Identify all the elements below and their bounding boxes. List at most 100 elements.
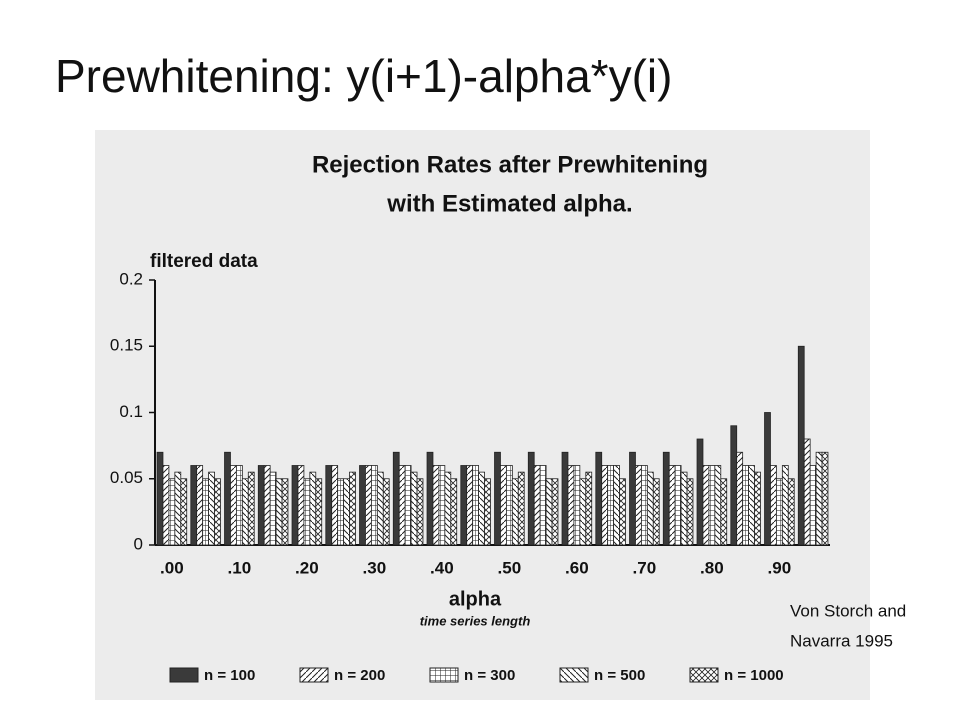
bar xyxy=(561,451,569,546)
x-tick-label: .80 xyxy=(700,558,724,577)
bar xyxy=(635,465,642,546)
x-tick-label: .30 xyxy=(363,558,387,577)
bar xyxy=(359,465,366,546)
bar xyxy=(196,465,204,546)
bar xyxy=(686,478,694,546)
x-tick-label: .50 xyxy=(498,558,522,577)
bar xyxy=(257,465,265,546)
bar xyxy=(641,465,648,546)
legend-title: time series length xyxy=(420,613,531,628)
bar xyxy=(416,478,424,546)
x-axis-label: alpha xyxy=(449,588,502,610)
bar xyxy=(815,451,823,546)
bar xyxy=(472,465,479,546)
bar xyxy=(376,471,384,546)
bar xyxy=(494,451,501,546)
y-tick-label: 0.15 xyxy=(110,336,143,355)
legend-label: n = 100 xyxy=(204,667,255,684)
bar xyxy=(662,451,670,546)
bar xyxy=(809,465,817,546)
bar xyxy=(533,465,541,546)
bar xyxy=(309,471,317,546)
legend-swatch xyxy=(429,667,459,683)
x-tick-label: .20 xyxy=(295,558,319,577)
bar xyxy=(607,465,614,546)
bar xyxy=(527,451,535,546)
bar xyxy=(702,465,710,546)
slide-title: Prewhitening: y(i+1)-alpha*y(i) xyxy=(55,50,672,102)
bar xyxy=(398,465,406,546)
bar xyxy=(438,465,446,546)
bar xyxy=(331,465,339,546)
bar xyxy=(230,465,237,546)
bar xyxy=(168,478,176,546)
bar xyxy=(426,451,434,546)
bar xyxy=(652,478,660,546)
x-tick-label: .40 xyxy=(430,558,454,577)
bar xyxy=(708,465,716,546)
chart-title: Rejection Rates after Prewhitening xyxy=(312,151,708,178)
bar xyxy=(720,478,728,546)
legend-label: n = 1000 xyxy=(724,667,784,684)
bar xyxy=(156,451,164,546)
y-tick-label: 0.1 xyxy=(119,402,143,421)
y-tick-label: 0 xyxy=(134,534,143,553)
bar xyxy=(325,465,333,546)
bar xyxy=(432,465,440,546)
bar xyxy=(517,471,525,546)
bar xyxy=(410,471,418,546)
bar xyxy=(365,465,372,546)
bar xyxy=(263,465,271,546)
x-tick-label: .00 xyxy=(160,558,184,577)
x-tick-label: .60 xyxy=(565,558,589,577)
bar xyxy=(821,451,829,546)
bar xyxy=(371,465,378,546)
bar xyxy=(224,451,231,546)
bar xyxy=(269,471,277,546)
bar xyxy=(281,478,289,546)
bar xyxy=(613,465,620,546)
bar xyxy=(764,412,771,546)
bar xyxy=(297,465,305,546)
bar xyxy=(162,465,170,546)
bar xyxy=(567,465,575,546)
bar xyxy=(551,478,559,546)
legend-swatch xyxy=(169,667,199,683)
bar xyxy=(601,465,609,546)
bar xyxy=(595,451,603,546)
bar xyxy=(236,465,243,546)
bar xyxy=(478,471,485,546)
bar xyxy=(619,478,626,546)
bar xyxy=(291,465,299,546)
bar xyxy=(803,438,811,546)
bar xyxy=(629,451,636,546)
bar xyxy=(781,465,789,546)
bar xyxy=(742,465,749,546)
bar xyxy=(674,465,682,546)
y-tick-label: 0.2 xyxy=(119,269,143,288)
bar xyxy=(174,471,182,546)
legend-swatch xyxy=(559,667,589,683)
x-tick-label: .90 xyxy=(768,558,792,577)
y-tick-label: 0.05 xyxy=(110,468,143,487)
bar xyxy=(343,478,350,546)
bar xyxy=(214,478,221,546)
bar xyxy=(349,471,356,546)
legend-label: n = 200 xyxy=(334,667,385,684)
bar xyxy=(315,478,323,546)
bar xyxy=(404,465,412,546)
bar xyxy=(573,465,581,546)
bar xyxy=(754,471,761,546)
x-tick-label: .70 xyxy=(633,558,657,577)
bar xyxy=(241,478,249,546)
bar xyxy=(190,465,198,546)
y-axis-label: filtered data xyxy=(150,251,258,272)
legend-label: n = 500 xyxy=(594,667,645,684)
scan-background xyxy=(95,130,870,700)
bar xyxy=(500,465,507,546)
legend-swatch xyxy=(299,667,329,683)
bar xyxy=(466,465,474,546)
bar xyxy=(180,478,188,546)
bar xyxy=(484,478,491,546)
